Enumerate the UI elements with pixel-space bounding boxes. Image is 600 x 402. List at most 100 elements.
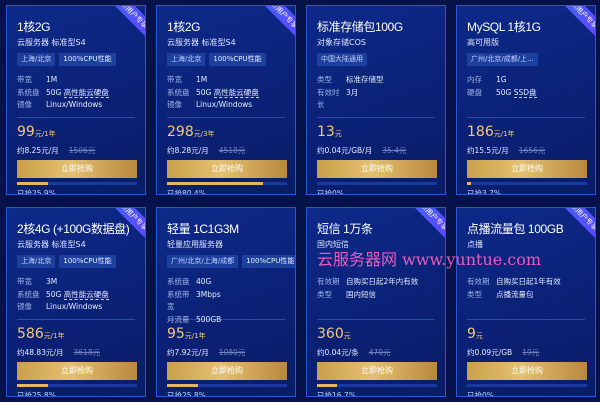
spec-label: 有效期 xyxy=(467,277,490,286)
price-detail: 约0.04元/GB/月 35.4元 xyxy=(317,145,435,156)
spec-label: 内存 xyxy=(467,75,482,84)
spec-label: 类型 xyxy=(317,289,332,299)
original-price: 19元 xyxy=(522,348,540,357)
spec-value: 40G xyxy=(196,276,211,289)
price: 360元 xyxy=(317,326,435,344)
price: 9元 xyxy=(467,326,585,344)
buy-now-button[interactable]: 立即抢购 xyxy=(167,362,287,380)
unit-price: 约8.28元/月 xyxy=(167,146,209,155)
product-title: 短信 1万条 xyxy=(317,222,373,236)
spec-row: 月流量 500GB xyxy=(167,314,285,327)
sold-percent: 已抢25.8% xyxy=(17,391,56,397)
product-card: 标准存储包100G 对象存储COS 中国大陆通用 类型 标准存储型 有效时长 3月 13元 约0… xyxy=(306,5,446,195)
sold-progress-fill xyxy=(167,384,198,387)
spec-label: 类型 xyxy=(317,75,332,84)
divider xyxy=(467,117,585,118)
spec-label: 镜像 xyxy=(17,302,32,311)
spec-value-text: 自购买日起1年有效 xyxy=(496,277,561,286)
original-price: 4518元 xyxy=(218,146,246,155)
tag-list: 上海/北京 100%CPU性能 xyxy=(167,53,285,66)
buy-now-button[interactable]: 立即抢购 xyxy=(467,362,587,380)
spec-row: 内存 1G xyxy=(467,74,585,87)
price-detail: 约0.04元/条 470元 xyxy=(317,347,435,358)
product-card: 新用户专享 1核2G 云服务器 标准型S4 上海/北京 100%CPU性能 带宽 1M 系统盘… xyxy=(6,5,146,195)
price-unit: 元/1年 xyxy=(34,130,56,138)
sold-percent: 已抢3.7% xyxy=(467,189,502,195)
spec-value: Linux/Windows xyxy=(46,99,102,112)
spec-link[interactable]: 高性能云硬盘 xyxy=(63,87,109,98)
spec-row: 带宽 3M xyxy=(17,276,135,289)
spec-value-text: 自购买日起2年内有效 xyxy=(346,277,419,286)
sold-progress-fill xyxy=(17,182,49,185)
buy-now-button[interactable]: 立即抢购 xyxy=(467,160,587,178)
spec-list: 类型 标准存储型 有效时长 3月 xyxy=(317,74,435,114)
spec-list: 有效期 自购买日起2年内有效 类型 国内短信 xyxy=(317,276,435,316)
price: 186元/1年 xyxy=(467,124,585,142)
spec-value-text: 1M xyxy=(46,75,58,84)
spec-value: 3月 xyxy=(346,87,358,112)
sold-percent: 已抢25.8% xyxy=(167,391,206,397)
spec-list: 有效期 自购买日起1年有效 类型 点播流量包 xyxy=(467,276,585,316)
spec-row: 类型 国内短信 xyxy=(317,289,435,302)
spec-link[interactable]: SSD盘 xyxy=(513,87,537,98)
divider xyxy=(317,117,435,118)
spec-value-text: 50G xyxy=(46,289,62,299)
divider xyxy=(167,117,285,118)
spec-value: 1M xyxy=(196,74,207,87)
price: 298元/3年 xyxy=(167,124,285,142)
buy-now-button[interactable]: 立即抢购 xyxy=(17,362,137,380)
unit-price: 约48.83元/月 xyxy=(17,348,64,357)
spec-label: 类型 xyxy=(467,289,482,299)
spec-row: 镜像 Linux/Windows xyxy=(17,301,135,314)
product-title: 2核4G (+100G数据盘) xyxy=(17,222,130,236)
price: 586元/1年 xyxy=(17,326,135,344)
price-unit: 元/3年 xyxy=(193,130,215,138)
spec-list: 系统盘 40G 系统带宽 3Mbps 月流量 500GB xyxy=(167,276,285,324)
spec-link[interactable]: 高性能云硬盘 xyxy=(213,87,259,98)
spec-value: 1G xyxy=(496,74,507,87)
product-grid: 新用户专享 1核2G 云服务器 标准型S4 上海/北京 100%CPU性能 带宽 1M 系统盘… xyxy=(6,5,596,397)
buy-now-button[interactable]: 立即抢购 xyxy=(317,160,437,178)
spec-label: 带宽 xyxy=(167,75,182,84)
product-subtitle: 云服务器 标准型S4 xyxy=(17,240,86,249)
unit-price: 约8.25元/月 xyxy=(17,146,59,155)
price-value: 360 xyxy=(317,326,344,342)
spec-label: 系统盘 xyxy=(167,87,190,97)
divider xyxy=(17,117,135,118)
spec-value-text: 标准存储型 xyxy=(346,75,384,84)
spec-label: 带宽 xyxy=(17,277,32,286)
price-detail: 约8.28元/月 4518元 xyxy=(167,145,285,156)
buy-now-button[interactable]: 立即抢购 xyxy=(317,362,437,380)
original-price: 35.4元 xyxy=(382,146,407,155)
price-value: 586 xyxy=(17,326,44,342)
sold-percent: 已抢80.4% xyxy=(167,189,206,195)
spec-label: 镜像 xyxy=(167,100,182,109)
tag: 100%CPU性能 xyxy=(209,53,266,66)
spec-row: 镜像 Linux/Windows xyxy=(17,99,135,112)
buy-now-button[interactable]: 立即抢购 xyxy=(167,160,287,178)
spec-value-text: 3月 xyxy=(346,87,359,97)
product-card: 新用户专享 短信 1万条 国内短信 有效期 自购买日起2年内有效 类型 国内短信 360元 约0… xyxy=(306,207,446,397)
price-unit: 元/1年 xyxy=(43,332,65,340)
spec-label: 系统盘 xyxy=(167,277,190,286)
buy-now-button[interactable]: 立即抢购 xyxy=(17,160,137,178)
spec-value-text: 50G xyxy=(46,87,62,97)
product-subtitle: 高可用版 xyxy=(467,38,499,47)
spec-value: Linux/Windows xyxy=(46,301,102,314)
spec-label: 硬盘 xyxy=(467,87,482,97)
spec-value: 自购买日起2年内有效 xyxy=(346,276,418,289)
spec-value: 3M xyxy=(46,276,57,289)
spec-label: 带宽 xyxy=(17,75,32,84)
price-value: 298 xyxy=(167,124,194,140)
spec-row: 系统带宽 3Mbps xyxy=(167,289,285,314)
price-value: 99 xyxy=(17,124,35,140)
sold-progress-bar xyxy=(317,182,437,185)
spec-value: 国内短信 xyxy=(346,289,376,302)
spec-link[interactable]: 高性能云硬盘 xyxy=(63,289,109,300)
spec-value: 50G 高性能云硬盘 xyxy=(196,87,259,100)
product-title: 1核2G xyxy=(167,20,201,34)
original-price: 1656元 xyxy=(518,146,546,155)
product-subtitle: 轻量应用服务器 xyxy=(167,240,223,249)
tag: 上海/北京 xyxy=(17,255,56,268)
watermark: 云服务器网 www.yuntue.com xyxy=(317,250,542,269)
